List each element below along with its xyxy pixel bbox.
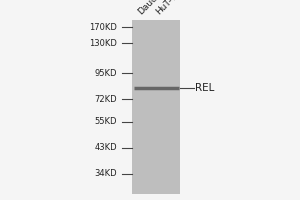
Text: 34KD: 34KD (94, 170, 117, 178)
Text: 43KD: 43KD (94, 144, 117, 152)
Text: REL: REL (195, 83, 214, 93)
Text: 95KD: 95KD (94, 68, 117, 77)
Text: 55KD: 55KD (94, 117, 117, 127)
Text: 170KD: 170KD (89, 22, 117, 31)
Text: 130KD: 130KD (89, 38, 117, 47)
Text: HuT-78: HuT-78 (154, 0, 183, 16)
Text: 72KD: 72KD (94, 95, 117, 104)
Bar (132, 20, 180, 194)
Text: Daudi: Daudi (136, 0, 161, 16)
